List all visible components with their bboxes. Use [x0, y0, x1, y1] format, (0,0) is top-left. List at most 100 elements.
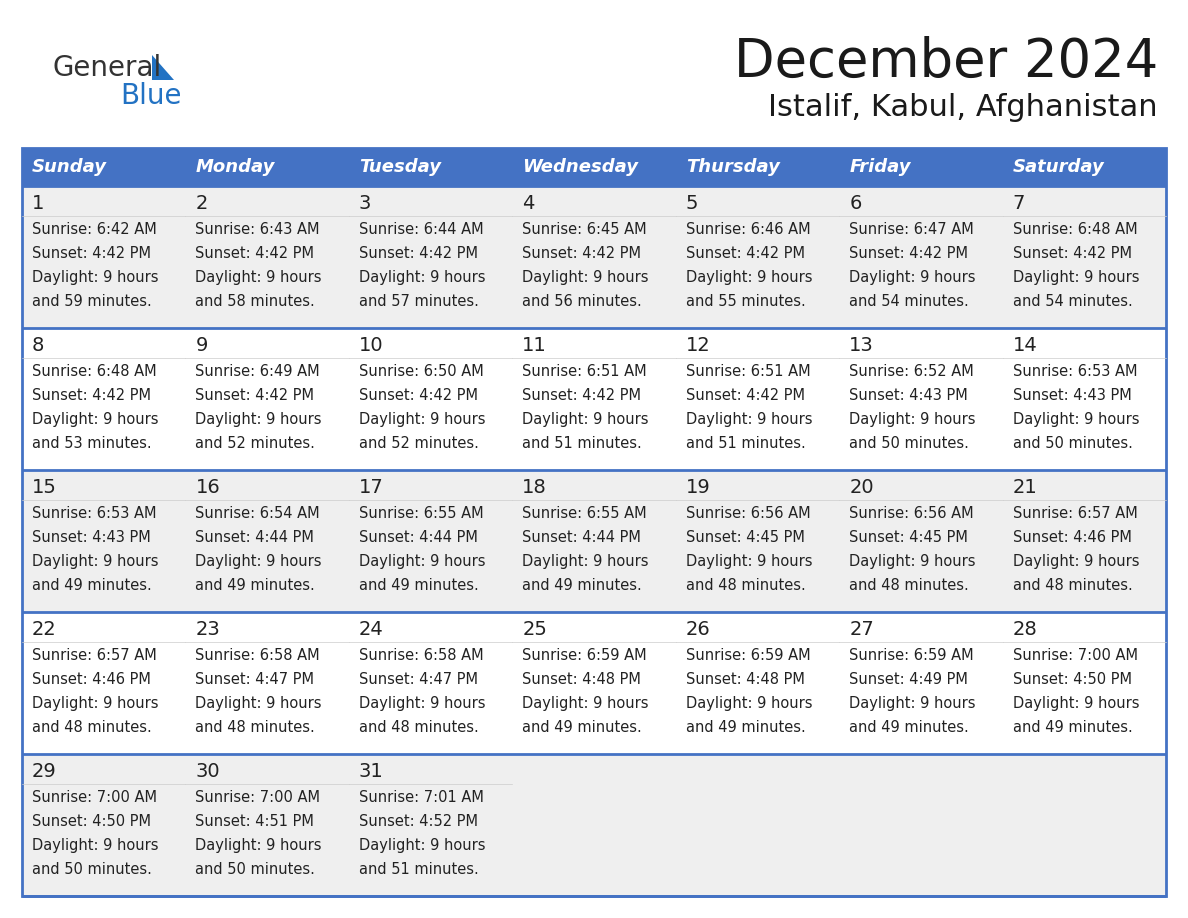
- Text: and 48 minutes.: and 48 minutes.: [685, 578, 805, 593]
- Text: Daylight: 9 hours: Daylight: 9 hours: [359, 838, 486, 853]
- Text: Daylight: 9 hours: Daylight: 9 hours: [359, 696, 486, 711]
- Bar: [23, 148, 185, 186]
- Text: Daylight: 9 hours: Daylight: 9 hours: [1012, 412, 1139, 427]
- Text: and 53 minutes.: and 53 minutes.: [32, 436, 152, 451]
- Text: 7: 7: [1012, 194, 1025, 213]
- Bar: [676, 612, 839, 754]
- Text: 16: 16: [196, 478, 220, 497]
- Bar: [1003, 612, 1165, 754]
- Text: 24: 24: [359, 620, 384, 639]
- Text: Sunset: 4:42 PM: Sunset: 4:42 PM: [196, 388, 315, 403]
- Bar: [676, 470, 839, 612]
- Bar: [839, 148, 1003, 186]
- Text: Sunday: Sunday: [32, 158, 107, 176]
- Text: 15: 15: [32, 478, 57, 497]
- Text: Sunrise: 6:46 AM: Sunrise: 6:46 AM: [685, 222, 810, 237]
- Text: 31: 31: [359, 762, 384, 781]
- Text: Daylight: 9 hours: Daylight: 9 hours: [359, 412, 486, 427]
- Text: and 55 minutes.: and 55 minutes.: [685, 294, 805, 309]
- Text: Daylight: 9 hours: Daylight: 9 hours: [685, 696, 813, 711]
- Bar: [349, 754, 512, 896]
- Text: Daylight: 9 hours: Daylight: 9 hours: [32, 838, 158, 853]
- Text: Sunset: 4:46 PM: Sunset: 4:46 PM: [32, 672, 151, 687]
- Text: 25: 25: [523, 620, 548, 639]
- Text: 26: 26: [685, 620, 710, 639]
- Text: Sunrise: 7:00 AM: Sunrise: 7:00 AM: [196, 790, 321, 805]
- Bar: [676, 328, 839, 470]
- Bar: [23, 612, 185, 754]
- Text: Daylight: 9 hours: Daylight: 9 hours: [196, 696, 322, 711]
- Text: Sunrise: 6:48 AM: Sunrise: 6:48 AM: [1012, 222, 1137, 237]
- Text: Tuesday: Tuesday: [359, 158, 441, 176]
- Text: and 49 minutes.: and 49 minutes.: [523, 578, 642, 593]
- Text: Daylight: 9 hours: Daylight: 9 hours: [523, 412, 649, 427]
- Bar: [676, 148, 839, 186]
- Bar: [1003, 754, 1165, 896]
- Text: 2: 2: [196, 194, 208, 213]
- Text: Monday: Monday: [196, 158, 274, 176]
- Text: and 48 minutes.: and 48 minutes.: [196, 720, 315, 735]
- Text: 23: 23: [196, 620, 220, 639]
- Text: 14: 14: [1012, 336, 1037, 355]
- Text: Sunset: 4:45 PM: Sunset: 4:45 PM: [685, 530, 804, 545]
- Bar: [839, 186, 1003, 328]
- Text: Sunrise: 6:42 AM: Sunrise: 6:42 AM: [32, 222, 157, 237]
- Text: 8: 8: [32, 336, 44, 355]
- Text: and 50 minutes.: and 50 minutes.: [32, 862, 152, 877]
- Text: Sunset: 4:47 PM: Sunset: 4:47 PM: [196, 672, 315, 687]
- Text: Sunset: 4:44 PM: Sunset: 4:44 PM: [523, 530, 642, 545]
- Text: and 58 minutes.: and 58 minutes.: [196, 294, 315, 309]
- Text: Daylight: 9 hours: Daylight: 9 hours: [196, 554, 322, 569]
- Text: Sunset: 4:42 PM: Sunset: 4:42 PM: [685, 246, 804, 261]
- Text: Sunset: 4:50 PM: Sunset: 4:50 PM: [32, 814, 151, 829]
- Text: Sunset: 4:42 PM: Sunset: 4:42 PM: [359, 388, 478, 403]
- Text: Thursday: Thursday: [685, 158, 779, 176]
- Text: Sunrise: 6:44 AM: Sunrise: 6:44 AM: [359, 222, 484, 237]
- Text: Sunset: 4:45 PM: Sunset: 4:45 PM: [849, 530, 968, 545]
- Text: and 48 minutes.: and 48 minutes.: [359, 720, 479, 735]
- Text: 30: 30: [196, 762, 220, 781]
- Text: Sunrise: 6:51 AM: Sunrise: 6:51 AM: [523, 364, 647, 379]
- Bar: [512, 328, 676, 470]
- Text: 1: 1: [32, 194, 44, 213]
- Bar: [185, 328, 349, 470]
- Text: and 49 minutes.: and 49 minutes.: [685, 720, 805, 735]
- Text: and 56 minutes.: and 56 minutes.: [523, 294, 642, 309]
- Text: Sunset: 4:43 PM: Sunset: 4:43 PM: [1012, 388, 1131, 403]
- Text: Sunrise: 6:55 AM: Sunrise: 6:55 AM: [359, 506, 484, 521]
- Bar: [23, 186, 185, 328]
- Text: and 51 minutes.: and 51 minutes.: [523, 436, 642, 451]
- Text: Daylight: 9 hours: Daylight: 9 hours: [196, 838, 322, 853]
- Text: Sunrise: 6:53 AM: Sunrise: 6:53 AM: [32, 506, 157, 521]
- Text: Sunrise: 6:56 AM: Sunrise: 6:56 AM: [849, 506, 974, 521]
- Text: Sunrise: 6:57 AM: Sunrise: 6:57 AM: [1012, 506, 1137, 521]
- Bar: [349, 328, 512, 470]
- Text: 27: 27: [849, 620, 874, 639]
- Text: Sunrise: 6:55 AM: Sunrise: 6:55 AM: [523, 506, 647, 521]
- Bar: [185, 186, 349, 328]
- Text: Sunrise: 6:57 AM: Sunrise: 6:57 AM: [32, 648, 157, 663]
- Text: 21: 21: [1012, 478, 1037, 497]
- Text: 22: 22: [32, 620, 57, 639]
- Text: and 49 minutes.: and 49 minutes.: [196, 578, 315, 593]
- Text: Sunrise: 6:52 AM: Sunrise: 6:52 AM: [849, 364, 974, 379]
- Text: Sunrise: 6:58 AM: Sunrise: 6:58 AM: [359, 648, 484, 663]
- Text: and 50 minutes.: and 50 minutes.: [196, 862, 315, 877]
- Text: Daylight: 9 hours: Daylight: 9 hours: [1012, 270, 1139, 285]
- Text: Sunset: 4:42 PM: Sunset: 4:42 PM: [849, 246, 968, 261]
- Text: Daylight: 9 hours: Daylight: 9 hours: [523, 270, 649, 285]
- Text: Daylight: 9 hours: Daylight: 9 hours: [32, 696, 158, 711]
- Text: Daylight: 9 hours: Daylight: 9 hours: [196, 412, 322, 427]
- Text: Daylight: 9 hours: Daylight: 9 hours: [32, 554, 158, 569]
- Text: 3: 3: [359, 194, 371, 213]
- Text: 11: 11: [523, 336, 546, 355]
- Bar: [512, 186, 676, 328]
- Text: Daylight: 9 hours: Daylight: 9 hours: [849, 270, 975, 285]
- Text: Sunrise: 6:59 AM: Sunrise: 6:59 AM: [685, 648, 810, 663]
- Text: and 48 minutes.: and 48 minutes.: [1012, 578, 1132, 593]
- Bar: [185, 470, 349, 612]
- Bar: [23, 148, 1165, 896]
- Text: Daylight: 9 hours: Daylight: 9 hours: [1012, 554, 1139, 569]
- Text: Sunrise: 7:00 AM: Sunrise: 7:00 AM: [32, 790, 157, 805]
- Text: Daylight: 9 hours: Daylight: 9 hours: [359, 554, 486, 569]
